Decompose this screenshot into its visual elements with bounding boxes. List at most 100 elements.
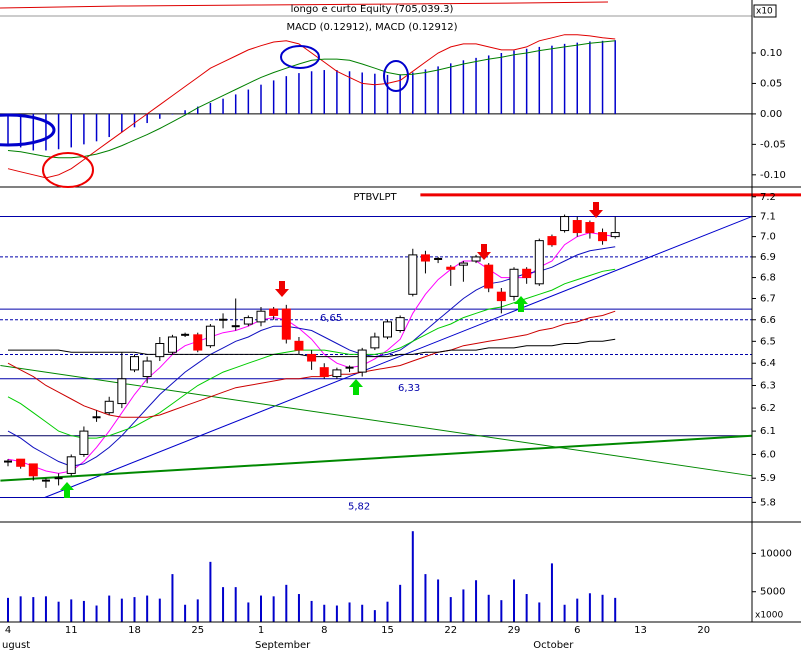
month-label: September [255, 640, 311, 650]
y-tick-label: -0.10 [760, 170, 786, 181]
trend-line [0, 364, 752, 477]
candle-body [294, 340, 304, 351]
y-tick-label: 0.00 [760, 109, 782, 120]
volume-bar [348, 602, 351, 622]
y-tick-label: 7.0 [760, 232, 776, 243]
highlight-ellipse [42, 152, 94, 188]
histogram-bar [45, 113, 47, 151]
candle-body [484, 264, 494, 289]
histogram-bar [298, 73, 300, 114]
volume-bar [184, 604, 187, 622]
y-tick-label: 6.8 [760, 273, 776, 284]
histogram-bar [576, 42, 578, 114]
y-tick-label: 5.9 [760, 473, 776, 484]
x-tick-label: 13 [634, 625, 647, 636]
x-tick-label: 6 [574, 625, 580, 636]
volume-bar [133, 597, 136, 622]
candle-body [28, 463, 38, 477]
y-tick-label: 6.7 [760, 294, 776, 305]
volume-bar [95, 605, 98, 622]
histogram-bar [450, 63, 452, 114]
sell-arrow [275, 281, 289, 297]
histogram-bar [513, 50, 515, 114]
price-panel [0, 193, 801, 499]
histogram-bar [361, 72, 363, 114]
volume-bar [310, 600, 313, 622]
volume-bar [171, 574, 174, 622]
candle-body [307, 353, 317, 362]
y-tick-label: 6.2 [760, 403, 776, 414]
sell-arrow [589, 202, 603, 218]
volume-bar [437, 579, 440, 622]
volume-bar [260, 595, 262, 622]
volume-bar [550, 563, 553, 622]
y-tick-label: 6.0 [760, 449, 776, 460]
volume-bar [285, 584, 288, 622]
chart-title: longo e curto Equity (705,039.3) [291, 4, 454, 15]
candle-body [496, 291, 506, 302]
candle-body [117, 378, 127, 405]
price-title: PTBVLPT [353, 192, 397, 203]
candle-body [142, 360, 152, 378]
candle-body [193, 334, 203, 351]
x-tick-label: 22 [444, 625, 457, 636]
level-label: 6,65 [320, 313, 342, 324]
histogram-bar [234, 94, 237, 114]
level-label: 6,33 [398, 383, 420, 394]
volume-bar [487, 594, 490, 622]
macd-panel [0, 34, 752, 179]
buy-arrow [60, 482, 74, 498]
volume-bar [120, 598, 123, 622]
volume-bar [500, 600, 503, 622]
histogram-bar [70, 113, 72, 148]
histogram-bar [19, 113, 22, 148]
histogram-bar [197, 106, 199, 114]
histogram-bar [285, 76, 288, 114]
trend-line [0, 434, 752, 482]
histogram-bar [272, 80, 275, 114]
candle-body [66, 456, 76, 474]
volume-bar [525, 594, 528, 622]
volume-bar [563, 604, 566, 622]
candle-body [79, 430, 89, 455]
candle-body [522, 268, 532, 279]
volume-bar [588, 593, 591, 622]
histogram-bar [108, 113, 110, 138]
volume-bar [82, 600, 85, 622]
volume-bar [158, 598, 161, 622]
volume-bar [513, 579, 515, 622]
y-tick-label: 7.1 [760, 212, 776, 223]
candle-body [534, 240, 544, 285]
highlight-ellipse [383, 60, 409, 92]
volume-bar [538, 602, 541, 622]
sell-arrow [477, 244, 491, 260]
volume-bar [576, 598, 579, 622]
volume-bar [272, 596, 275, 622]
candle-body [104, 400, 114, 414]
candle-body [585, 222, 595, 234]
volume-bar [373, 610, 376, 622]
histogram-bar [184, 110, 186, 114]
volume-bar [297, 594, 300, 622]
candle-body [269, 308, 279, 316]
x-tick-label: 4 [5, 625, 11, 636]
candle-body [458, 262, 468, 266]
histogram-bar [487, 55, 490, 114]
volume-bar [57, 601, 60, 622]
candle-body [281, 308, 291, 340]
volume-bar [462, 589, 465, 622]
highlight-ellipse [0, 113, 56, 147]
unit-box [753, 4, 777, 18]
y-tick-label: 10000 [760, 548, 792, 559]
volume-bar [44, 596, 47, 622]
x-tick-label: 25 [191, 625, 204, 636]
axis-note: x10 [756, 7, 773, 17]
y-tick-label: 0.10 [760, 48, 782, 59]
candle-body [205, 325, 215, 347]
x-tick-label: 18 [128, 625, 141, 636]
series-line [7, 34, 616, 179]
histogram-bar [133, 113, 136, 128]
histogram-bar [551, 45, 553, 114]
candle-body [130, 356, 139, 371]
histogram-bar [601, 40, 604, 114]
